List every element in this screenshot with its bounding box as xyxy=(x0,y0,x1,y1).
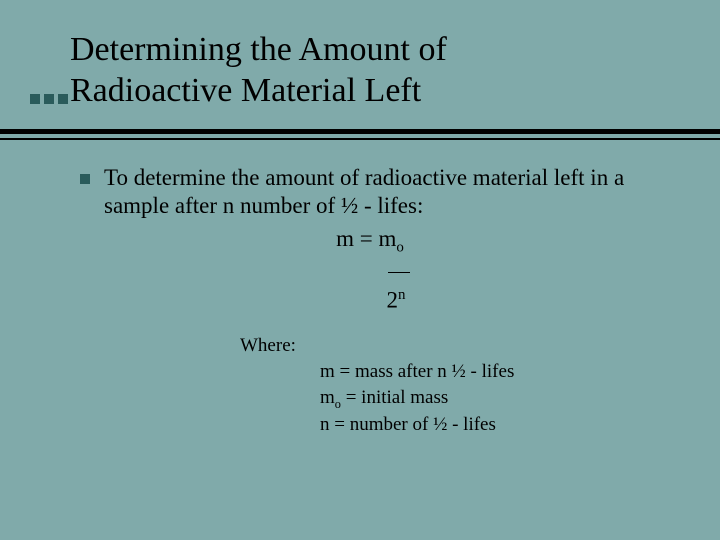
accent-square-icon xyxy=(58,94,68,104)
bullet-item: To determine the amount of radioactive m… xyxy=(80,164,660,222)
where-def-2-pre: m xyxy=(320,387,335,408)
thick-rule xyxy=(0,129,720,134)
title-line2: Radioactive Material Left xyxy=(70,72,421,109)
where-def-3-text: n = number of ½ - lifes xyxy=(320,414,496,435)
where-definitions: m = mass after n ½ - lifes mo = initial … xyxy=(320,359,660,438)
where-def-1-text: m = mass after n ½ - lifes xyxy=(320,361,514,382)
where-label: Where: xyxy=(240,334,660,358)
accent-square-icon xyxy=(44,94,54,104)
formula: m = mo 2n xyxy=(80,225,660,315)
bullet-text: To determine the amount of radioactive m… xyxy=(104,164,660,222)
title-area: Determining the Amount of Radioactive Ma… xyxy=(0,0,720,120)
formula-denom-exp: n xyxy=(398,287,405,303)
accent-square-icon xyxy=(30,94,40,104)
bullet-icon xyxy=(80,174,90,184)
where-def-2: mo = initial mass xyxy=(320,385,660,412)
formula-fraction-line-row xyxy=(138,257,660,286)
where-def-1: m = mass after n ½ - lifes xyxy=(320,359,660,385)
title-line1: Determining the Amount of xyxy=(70,31,447,68)
formula-denominator: 2n xyxy=(132,286,660,315)
formula-lhs-sub: o xyxy=(396,240,403,256)
where-block: Where: m = mass after n ½ - lifes mo = i… xyxy=(80,334,660,438)
formula-lhs: m = m xyxy=(336,226,396,251)
accent-squares xyxy=(30,94,68,104)
page-title: Determining the Amount of Radioactive Ma… xyxy=(70,30,680,112)
where-def-2-post: = initial mass xyxy=(341,387,448,408)
where-def-3: n = number of ½ - lifes xyxy=(320,412,660,438)
formula-numerator: m = mo xyxy=(80,225,660,257)
title-underline xyxy=(0,126,720,146)
content-area: To determine the amount of radioactive m… xyxy=(0,146,720,438)
slide: Determining the Amount of Radioactive Ma… xyxy=(0,0,720,540)
fraction-bar-icon xyxy=(388,272,410,273)
thin-rule xyxy=(0,138,720,140)
formula-denom-base: 2 xyxy=(387,288,399,313)
